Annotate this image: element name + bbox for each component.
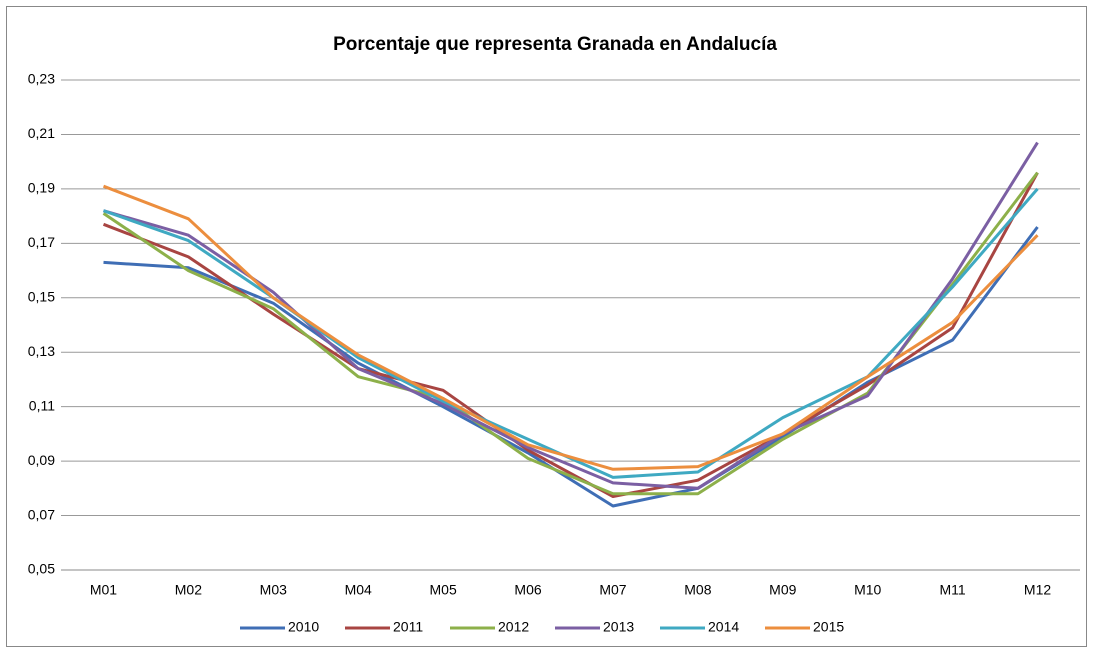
x-tick-label: M06 xyxy=(514,582,541,598)
x-tick-label: M10 xyxy=(854,582,881,598)
legend-label: 2015 xyxy=(813,619,844,635)
x-tick-label: M03 xyxy=(260,582,287,598)
legend-label: 2010 xyxy=(288,619,319,635)
x-tick-label: M11 xyxy=(940,582,966,598)
legend-label: 2012 xyxy=(498,619,529,635)
series-line xyxy=(102,184,1039,471)
y-tick-label: 0,05 xyxy=(28,561,55,577)
legend-label: 2013 xyxy=(603,619,634,635)
y-tick-label: 0,15 xyxy=(28,288,55,304)
x-tick-label: M05 xyxy=(430,582,457,598)
legend-label: 2011 xyxy=(393,619,423,635)
y-tick-label: 0,07 xyxy=(28,506,55,522)
y-tick-label: 0,09 xyxy=(28,452,55,468)
x-tick-label: M09 xyxy=(769,582,796,598)
x-tick-label: M12 xyxy=(1024,582,1051,598)
y-tick-label: 0,13 xyxy=(28,343,55,359)
x-tick-label: M08 xyxy=(684,582,711,598)
x-tick-label: M01 xyxy=(90,582,117,598)
x-tick-label: M02 xyxy=(175,582,202,598)
legend-label: 2014 xyxy=(708,619,739,635)
y-tick-label: 0,17 xyxy=(28,234,55,250)
x-tick-label: M07 xyxy=(599,582,626,598)
y-tick-label: 0,19 xyxy=(28,180,55,196)
chart-border xyxy=(6,6,1087,647)
chart-title: Porcentaje que representa Granada en And… xyxy=(333,34,777,55)
x-tick-label: M04 xyxy=(345,582,372,598)
y-tick-label: 0,11 xyxy=(29,397,55,413)
y-tick-label: 0,23 xyxy=(28,71,55,87)
y-tick-label: 0,21 xyxy=(28,125,55,141)
